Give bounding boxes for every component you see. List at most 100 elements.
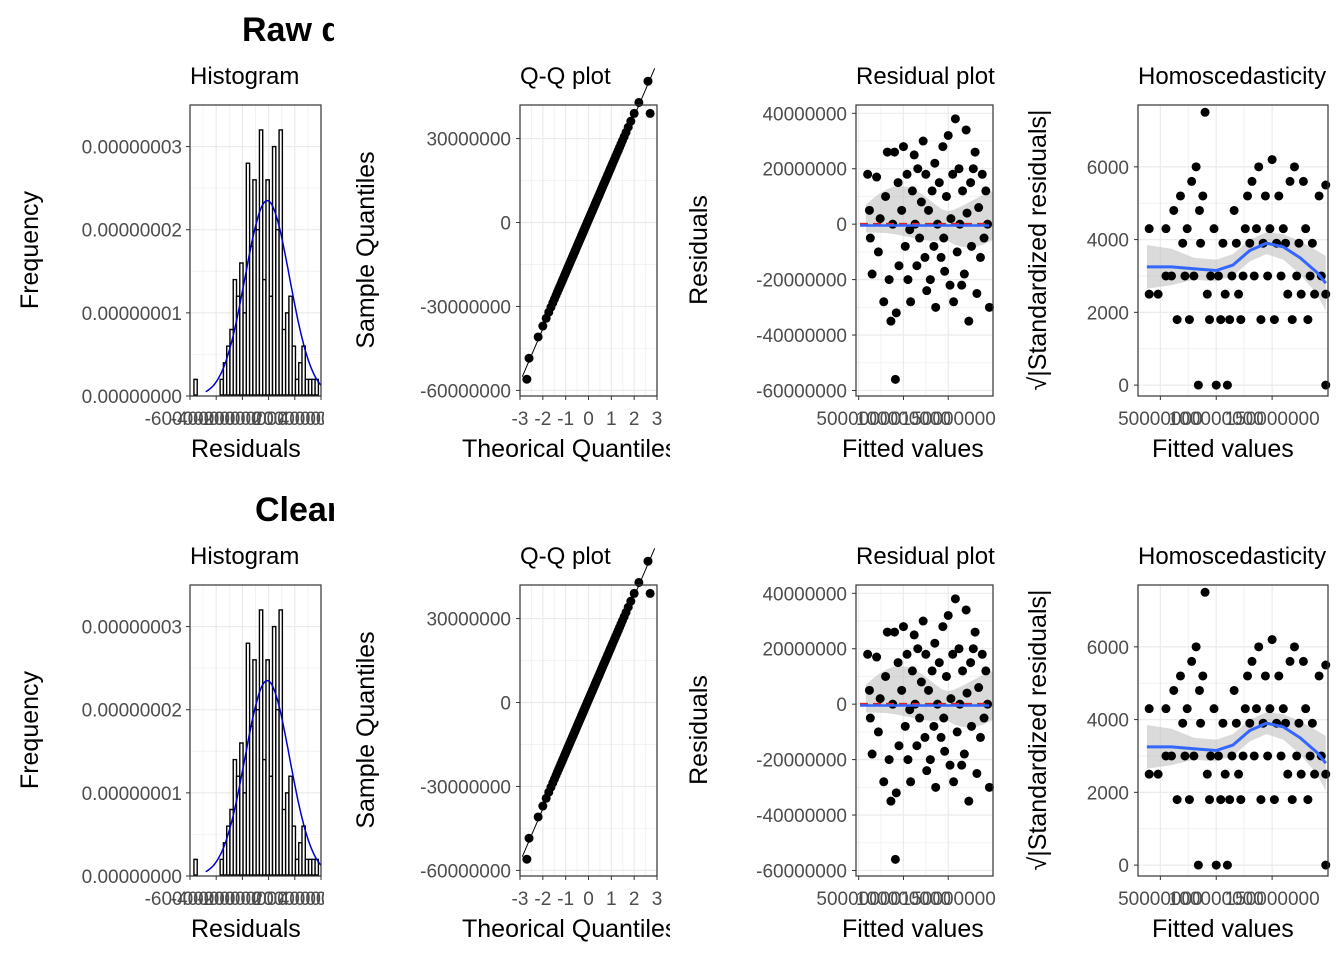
y-tick-label: -60000000 bbox=[420, 861, 511, 882]
y-tick-label: 40000000 bbox=[762, 104, 847, 125]
scale-location-point bbox=[1238, 271, 1248, 281]
residual-point bbox=[865, 713, 875, 723]
residual-point bbox=[946, 694, 956, 704]
residual-point bbox=[972, 288, 982, 298]
scale-location-point bbox=[1172, 315, 1182, 325]
qq-point bbox=[634, 577, 644, 587]
x-tick-label: -1 bbox=[557, 409, 574, 430]
y-axis-label: √|Standardized residuals| bbox=[1024, 109, 1052, 390]
y-tick-label: -60000000 bbox=[756, 381, 847, 402]
panel-border bbox=[1137, 584, 1329, 877]
scale-location-point bbox=[1267, 635, 1277, 645]
scale-location-point bbox=[1200, 587, 1210, 597]
scale-location-point bbox=[1220, 769, 1230, 779]
scale-location-point bbox=[1298, 176, 1308, 186]
residual-point bbox=[967, 241, 977, 251]
grid bbox=[519, 105, 658, 396]
smooth-line bbox=[1146, 241, 1327, 285]
residual-point bbox=[915, 713, 925, 723]
residual-point bbox=[884, 275, 894, 285]
panel-title: Homoscedasticity bbox=[1138, 63, 1326, 90]
residual-point bbox=[968, 644, 978, 654]
y-tick-label: 40000000 bbox=[762, 584, 847, 605]
residual-point bbox=[881, 671, 891, 681]
residual-point bbox=[967, 721, 977, 731]
residual-point bbox=[959, 749, 969, 759]
residual-point bbox=[981, 186, 991, 196]
data-layer bbox=[193, 609, 322, 876]
y-tick-label: 0.00000002 bbox=[82, 701, 182, 722]
y-axis-label: Sample Quantiles bbox=[352, 151, 380, 348]
residual-point bbox=[961, 605, 971, 615]
residual-point bbox=[890, 854, 900, 864]
residual-point bbox=[952, 727, 962, 737]
qq-point bbox=[524, 353, 534, 363]
histogram-bar bbox=[278, 609, 284, 876]
residual-point bbox=[949, 777, 959, 787]
residual-point bbox=[979, 233, 989, 243]
residual-point bbox=[946, 214, 956, 224]
scale-location-point bbox=[1211, 380, 1221, 390]
scale-location-point bbox=[1265, 224, 1275, 234]
residual-point bbox=[949, 297, 959, 307]
residual-point bbox=[918, 616, 928, 626]
y-tick-label: -20000000 bbox=[756, 271, 847, 292]
residual-point bbox=[927, 666, 937, 676]
x-tick-label: -3 bbox=[512, 889, 529, 910]
scale-location-point bbox=[1153, 289, 1163, 299]
panel-border bbox=[1137, 104, 1329, 397]
scale-location-point bbox=[1196, 718, 1206, 728]
residual-point bbox=[934, 178, 944, 188]
scale-location-point bbox=[1202, 289, 1212, 299]
x-tick-label: 150000000 bbox=[901, 889, 996, 910]
residual-point bbox=[954, 164, 964, 174]
x-tick-label: -20000000 bbox=[197, 409, 288, 430]
residual-point bbox=[920, 252, 930, 262]
scale-location-point bbox=[1243, 191, 1253, 201]
panel-clipped-group: Homoscedasticity 500000001000000001500000… bbox=[1118, 543, 1326, 943]
scale-location-point bbox=[1247, 176, 1257, 186]
x-tick-label: -40000000 bbox=[171, 409, 262, 430]
qq-point bbox=[645, 108, 655, 118]
row-title: Cleaned data bbox=[255, 491, 468, 529]
residual-point bbox=[958, 666, 968, 676]
residual-point bbox=[925, 755, 935, 765]
scale-location-point bbox=[1202, 769, 1212, 779]
scale-location-point bbox=[1169, 205, 1179, 215]
scale-location-point bbox=[1249, 751, 1259, 761]
scale-location-point bbox=[1269, 315, 1279, 325]
scale-location-point bbox=[1211, 860, 1221, 870]
scale-location-point bbox=[1218, 718, 1228, 728]
scale-location-point bbox=[1180, 751, 1190, 761]
residual-point bbox=[924, 205, 934, 215]
x-tick-label: 40000000 bbox=[279, 889, 364, 910]
scale-location-point bbox=[1292, 751, 1302, 761]
scale-location-point bbox=[1184, 315, 1194, 325]
scale-location-point bbox=[1240, 704, 1250, 714]
scale-location-point bbox=[1193, 380, 1203, 390]
x-tick-label: 1 bbox=[606, 409, 617, 430]
y-tick-label: 0.00000001 bbox=[82, 784, 182, 805]
residual-point bbox=[930, 158, 940, 168]
scale-location-point bbox=[1234, 769, 1244, 779]
residual-point bbox=[886, 796, 896, 806]
residual-point bbox=[903, 275, 913, 285]
residual-point bbox=[915, 233, 925, 243]
residual-point bbox=[882, 147, 892, 157]
scale-location-point bbox=[1227, 271, 1237, 281]
x-tick-label: -2 bbox=[534, 889, 551, 910]
scale-location-point bbox=[1307, 718, 1317, 728]
y-tick-label: 2000 bbox=[1087, 783, 1129, 804]
scale-location-point bbox=[1236, 315, 1246, 325]
panel-border bbox=[855, 584, 994, 877]
x-axis-label: Fitted values bbox=[842, 915, 984, 943]
residual-point bbox=[894, 261, 904, 271]
residual-point bbox=[863, 169, 873, 179]
residual-point bbox=[893, 658, 903, 668]
scale-location-point bbox=[1209, 224, 1219, 234]
y-tick-label: 4000 bbox=[1087, 711, 1129, 732]
y-tick-label: 0.00000000 bbox=[82, 387, 182, 408]
